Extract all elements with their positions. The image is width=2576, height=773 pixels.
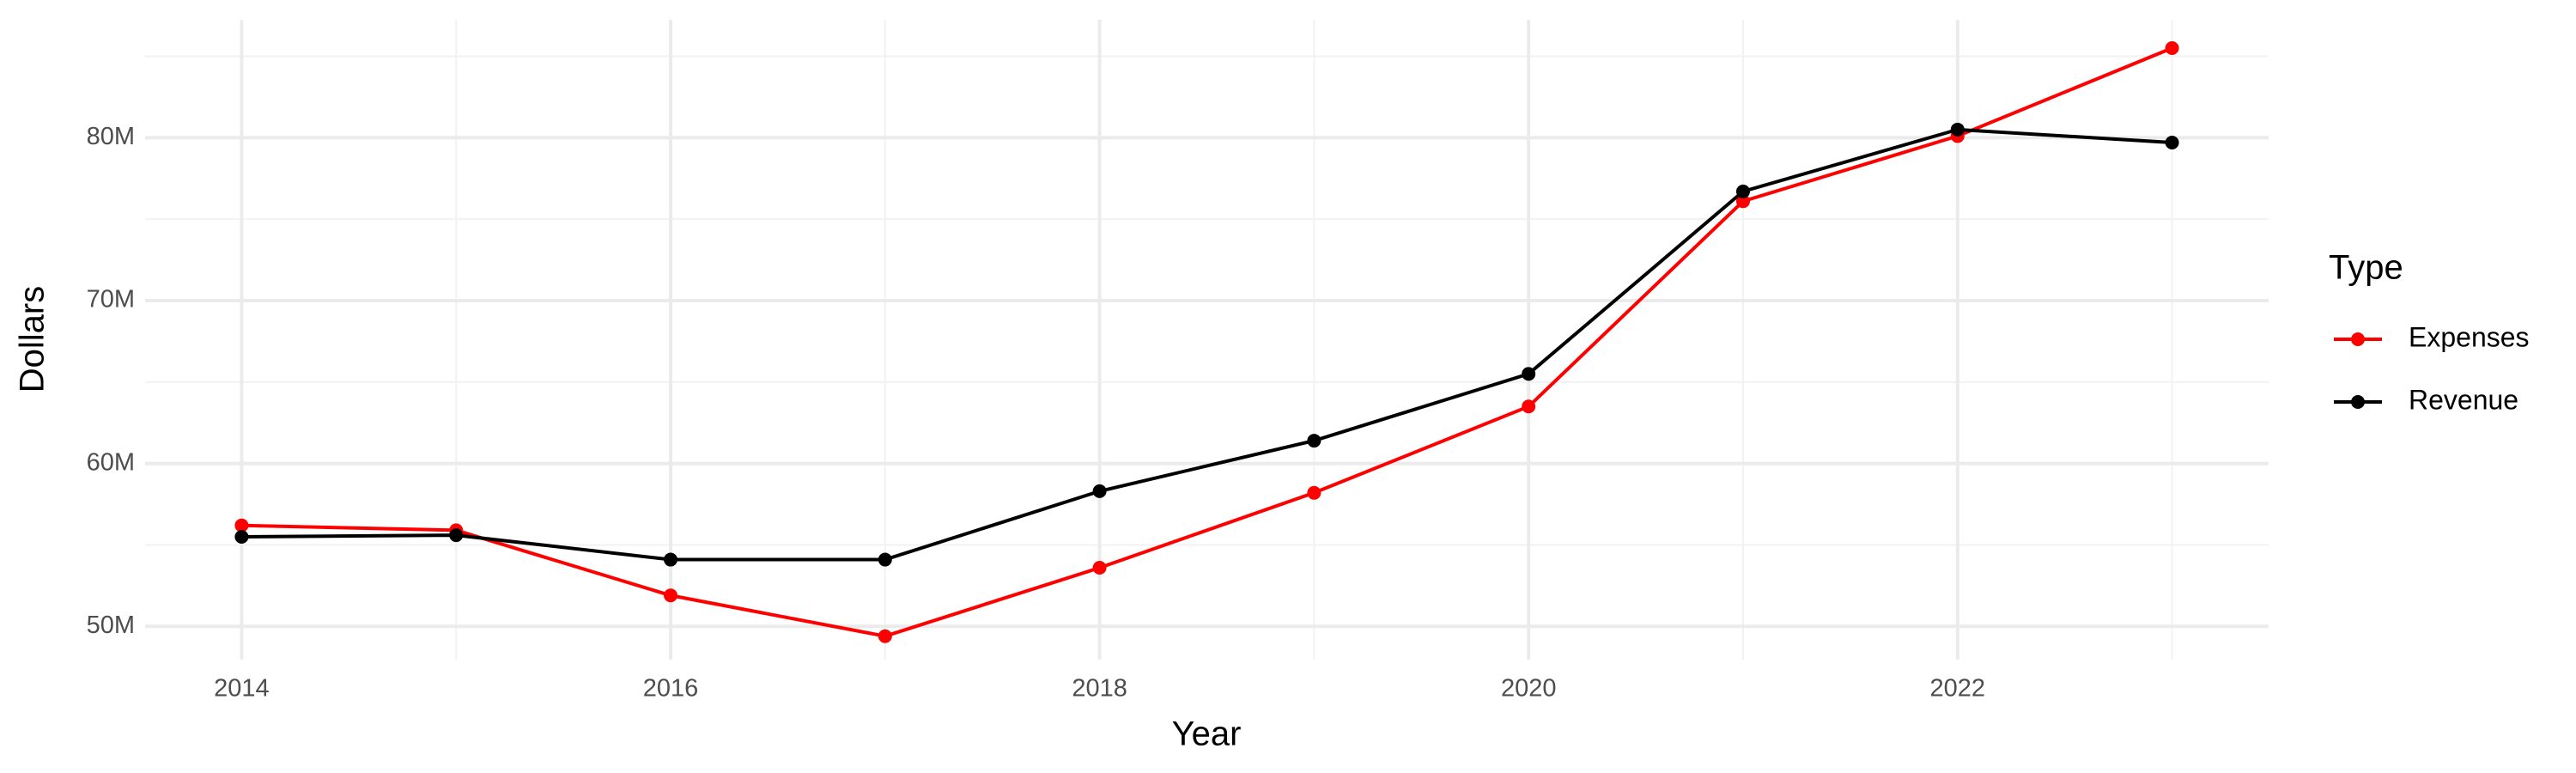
y-tick-label: 80M	[87, 123, 135, 150]
legend-key-point	[2351, 395, 2365, 409]
legend-key-point	[2351, 332, 2365, 346]
legend-title: Type	[2329, 249, 2403, 287]
x-tick-label: 2020	[1501, 675, 1557, 703]
data-point	[878, 629, 892, 643]
data-point	[664, 588, 678, 603]
data-point	[878, 552, 892, 567]
data-point	[2165, 136, 2179, 150]
y-tick-label: 60M	[87, 448, 135, 476]
data-point	[2165, 41, 2179, 56]
y-axis-title: Dollars	[14, 286, 52, 393]
x-tick-label: 2014	[214, 675, 270, 703]
data-point	[1950, 122, 1965, 137]
series-line	[241, 127, 2172, 562]
data-point	[234, 518, 249, 533]
data-point	[1307, 434, 1321, 448]
data-point	[1522, 367, 1536, 381]
data-point	[1735, 194, 1750, 209]
series-line	[241, 46, 2173, 638]
y-tick-label: 70M	[87, 286, 135, 313]
x-tick-label: 2016	[643, 675, 699, 703]
data-point	[449, 528, 464, 543]
data-point	[1735, 184, 1750, 198]
data-point	[1092, 484, 1107, 498]
data-point	[234, 529, 249, 544]
x-tick-label: 2022	[1930, 675, 1986, 703]
x-tick-label: 2018	[1072, 675, 1127, 703]
data-point	[664, 552, 678, 567]
y-tick-label: 50M	[87, 612, 135, 639]
data-point	[1522, 399, 1536, 414]
data-point	[1307, 485, 1321, 500]
x-axis-title: Year	[1172, 715, 1242, 753]
legend-label: Expenses	[2409, 321, 2530, 352]
data-point	[1092, 561, 1107, 575]
legend-label: Revenue	[2409, 384, 2518, 415]
